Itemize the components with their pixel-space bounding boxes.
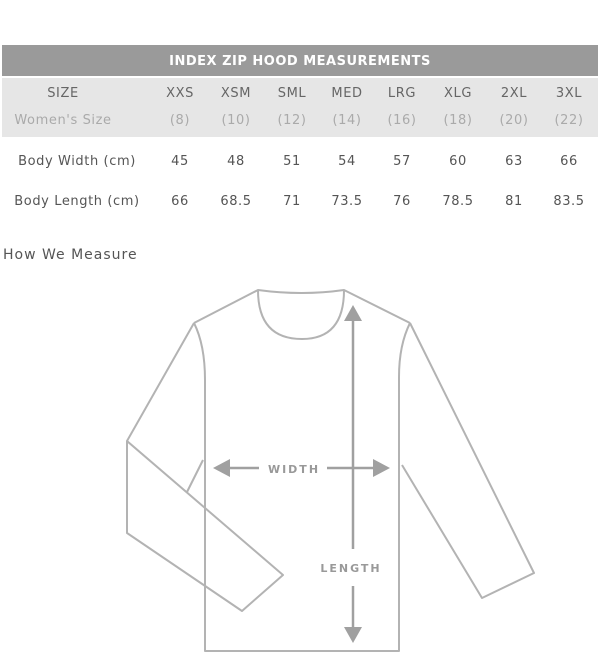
width-arrow-right-icon (373, 459, 390, 477)
width-arrow-left-icon (213, 459, 230, 477)
cell: (20) (499, 113, 529, 128)
cell: 71 (283, 194, 301, 209)
cell: 68.5 (220, 194, 252, 209)
cell: 63 (505, 154, 523, 169)
cell: (18) (443, 113, 473, 128)
cell: (12) (277, 113, 307, 128)
cell: (10) (221, 113, 251, 128)
shirt-outline (126, 289, 535, 652)
cell: 48 (227, 154, 245, 169)
cell: 60 (449, 154, 467, 169)
cell: SML (277, 86, 307, 101)
cell: 3XL (555, 86, 583, 101)
cell: 51 (283, 154, 301, 169)
cell: 81 (505, 194, 523, 209)
size-header-row: SIZE XXS XSM SML MED LRG XLG 2XL 3XL (0, 86, 600, 106)
cell: XXS (166, 86, 194, 101)
cell: 66 (560, 154, 578, 169)
row-label: Women's Size (14, 113, 112, 128)
cell: (16) (387, 113, 417, 128)
body-width-row: Body Width (cm) 45 48 51 54 57 60 63 66 (0, 154, 600, 174)
cell: LRG (387, 86, 417, 101)
length-arrow-up-icon (344, 305, 362, 321)
table-title: INDEX ZIP HOOD MEASUREMENTS (2, 45, 598, 76)
body-length-row: Body Length (cm) 66 68.5 71 73.5 76 78.5 81 83.5 (0, 194, 600, 214)
cell: (8) (169, 113, 191, 128)
torso-left (193, 322, 411, 652)
cell: 2XL (500, 86, 528, 101)
cell: 76 (393, 194, 411, 209)
table-header-band (2, 78, 598, 137)
length-arrow-down-icon (344, 627, 362, 643)
womens-size-row: Women's Size (8) (10) (12) (14) (16) (18) (20) (… (0, 113, 600, 133)
row-label: Body Width (cm) (18, 154, 136, 169)
cell: MED (331, 86, 363, 101)
shoulders (193, 289, 411, 324)
cell: 45 (171, 154, 189, 169)
row-label: Body Length (cm) (14, 194, 140, 209)
width-label: WIDTH (268, 463, 320, 476)
cell: 54 (338, 154, 356, 169)
cell: 78.5 (442, 194, 474, 209)
cell: (22) (554, 113, 584, 128)
cell: 66 (171, 194, 189, 209)
cell: (14) (332, 113, 362, 128)
section-title: How We Measure (3, 247, 138, 263)
cell: 73.5 (331, 194, 363, 209)
arrows (213, 305, 390, 643)
left-armpit (186, 459, 204, 493)
right-sleeve (401, 322, 535, 599)
cell: XLG (443, 86, 473, 101)
cell: XSM (220, 86, 252, 101)
length-label: LENGTH (320, 562, 381, 575)
row-label: SIZE (47, 86, 79, 101)
cell: 57 (393, 154, 411, 169)
cell: 83.5 (553, 194, 585, 209)
collar (257, 289, 345, 340)
left-sleeve (126, 322, 284, 612)
